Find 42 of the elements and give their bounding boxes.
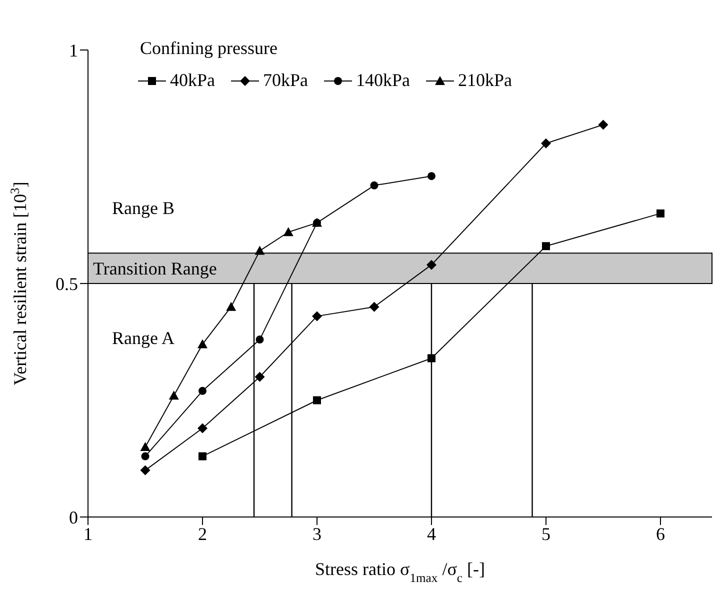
point [254, 372, 265, 382]
legend-label: 40kPa [170, 70, 215, 91]
legend-label: 140kPa [356, 70, 410, 91]
y-tick-label: 0.5 [56, 274, 78, 294]
point [312, 396, 321, 404]
point [197, 339, 208, 348]
x-tick-label: 1 [84, 524, 92, 544]
x-tick-label: 2 [198, 524, 207, 544]
point [254, 246, 265, 255]
point [283, 227, 294, 236]
point [427, 172, 436, 180]
legend-label: 210kPa [458, 70, 512, 91]
legend-label: 70kPa [263, 70, 308, 91]
point [140, 442, 150, 451]
y-tick-label: 1 [69, 40, 78, 60]
legend-title: Confining pressure [140, 38, 278, 59]
point [542, 242, 550, 250]
point [256, 336, 264, 344]
point [140, 465, 150, 476]
x-tick-label: 6 [656, 524, 665, 544]
x-tick-label: 5 [541, 524, 550, 544]
point [312, 311, 322, 322]
point [426, 260, 436, 270]
point [197, 423, 208, 434]
x-tick-label: 3 [312, 524, 322, 544]
point [656, 209, 664, 218]
x-tick-label: 4 [426, 524, 436, 544]
annotation: Range B [112, 198, 174, 219]
point [427, 354, 436, 362]
annotation: Range A [112, 328, 174, 349]
point [198, 452, 206, 460]
point [141, 452, 150, 460]
x-axis-title: Stress ratio σ$_{1max}$ /σ$_{c}$ [-] [315, 559, 485, 585]
point [226, 302, 236, 311]
point [540, 138, 551, 148]
point [168, 390, 179, 400]
point [598, 120, 608, 130]
point [198, 386, 206, 395]
y-tick-label: 0 [69, 507, 78, 528]
point [370, 181, 378, 190]
point [369, 302, 380, 312]
band-label: Transition Range [93, 258, 217, 279]
